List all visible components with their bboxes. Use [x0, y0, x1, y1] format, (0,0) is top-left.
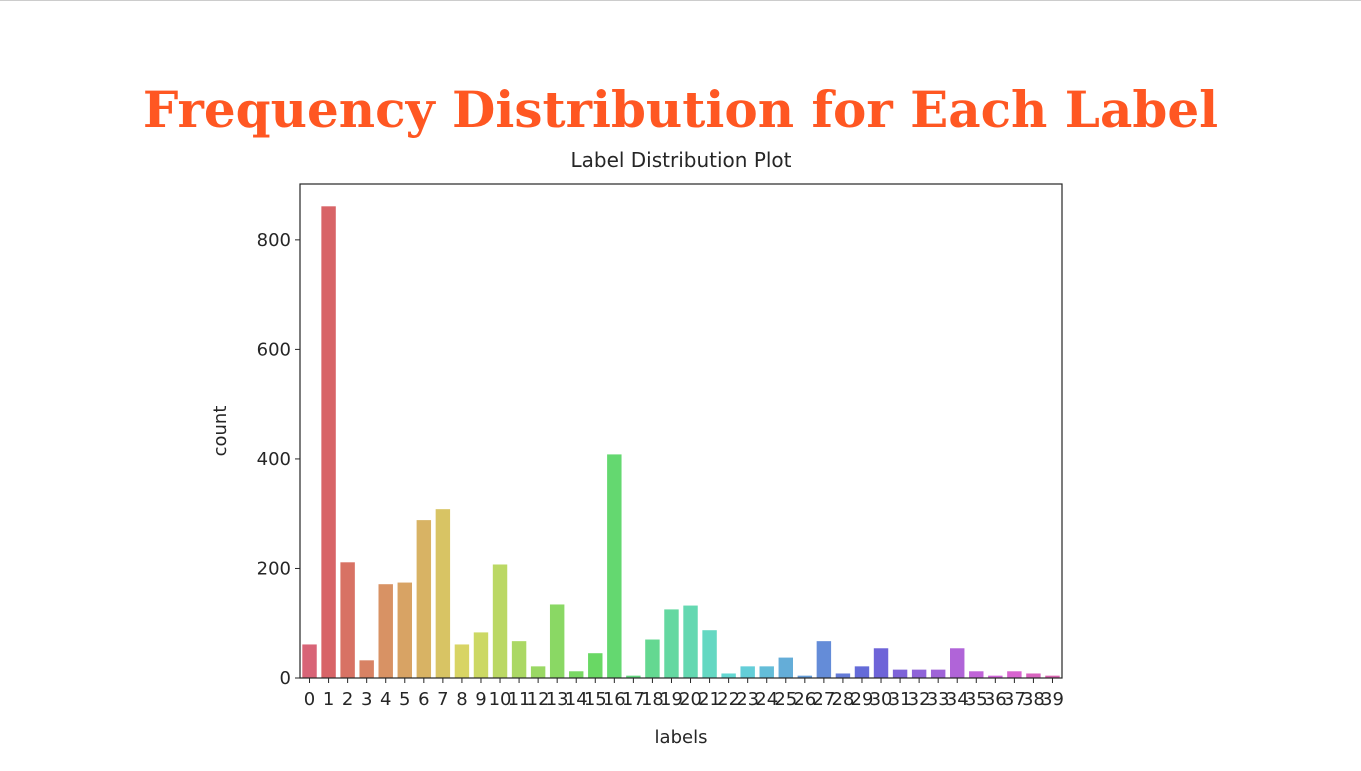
- bar-22: [720, 672, 737, 679]
- bar-13: [549, 603, 566, 679]
- bar-37: [1006, 670, 1023, 679]
- x-tick-label: 34: [946, 689, 969, 710]
- y-tick-label: 800: [257, 230, 291, 251]
- x-tick-label: 1: [323, 689, 334, 710]
- bar-25: [777, 656, 794, 679]
- bar-29: [853, 665, 870, 679]
- x-tick-label: 36: [984, 689, 1007, 710]
- x-tick-label: 14: [565, 689, 588, 710]
- x-tick-label: 12: [527, 689, 550, 710]
- bar-5: [396, 581, 413, 679]
- x-tick-label: 3: [361, 689, 372, 710]
- x-tick-label: 22: [717, 689, 740, 710]
- x-tick-label: 37: [1003, 689, 1026, 710]
- bar-8: [453, 643, 470, 679]
- x-tick-label: 20: [679, 689, 702, 710]
- x-tick-label: 29: [851, 689, 874, 710]
- bar-11: [511, 640, 528, 679]
- bar-23: [739, 665, 756, 679]
- bar-30: [873, 647, 890, 679]
- top-border: [0, 0, 1361, 1]
- x-tick-label: 27: [812, 689, 835, 710]
- bar-3: [358, 659, 375, 679]
- bar-14: [568, 670, 585, 679]
- bar-18: [644, 638, 661, 679]
- bar-19: [663, 608, 680, 679]
- y-tick-label: 0: [280, 668, 291, 689]
- y-tick-label: 400: [257, 449, 291, 470]
- bar-1: [320, 205, 337, 679]
- x-tick-label: 18: [641, 689, 664, 710]
- bar-31: [892, 668, 909, 679]
- bar-24: [758, 665, 775, 679]
- x-tick-label: 39: [1041, 689, 1064, 710]
- banner-title: Frequency Distribution for Each Label: [142, 80, 1219, 139]
- x-tick-label: 25: [774, 689, 797, 710]
- bar-20: [682, 604, 699, 679]
- y-tick-label: 200: [257, 558, 291, 579]
- x-tick-label: 2: [342, 689, 353, 710]
- bar-32: [911, 668, 928, 679]
- x-tick-label: 26: [793, 689, 816, 710]
- x-tick-label: 35: [965, 689, 988, 710]
- x-tick-label: 16: [603, 689, 626, 710]
- y-tick-label: 600: [257, 339, 291, 360]
- plot-frame: [299, 183, 1063, 679]
- chart-title: Label Distribution Plot: [570, 148, 791, 172]
- bar-38: [1025, 672, 1042, 679]
- bar-0: [301, 643, 318, 679]
- x-tick-label: 6: [418, 689, 429, 710]
- x-tick-label: 5: [399, 689, 410, 710]
- bar-2: [339, 561, 356, 679]
- x-tick-label: 15: [584, 689, 607, 710]
- x-tick-label: 17: [622, 689, 645, 710]
- bar-7: [434, 508, 451, 679]
- x-tick-label: 24: [755, 689, 778, 710]
- x-tick-label: 13: [546, 689, 569, 710]
- x-tick-label: 30: [870, 689, 893, 710]
- bar-15: [587, 652, 604, 679]
- x-tick-label: 8: [456, 689, 467, 710]
- bar-6: [415, 519, 432, 679]
- bar-21: [701, 629, 718, 679]
- bar-27: [815, 640, 832, 679]
- x-tick-label: 7: [437, 689, 448, 710]
- x-tick-label: 33: [927, 689, 950, 710]
- x-tick-label: 28: [831, 689, 854, 710]
- x-tick-label: 38: [1022, 689, 1045, 710]
- x-tick-label: 21: [698, 689, 721, 710]
- y-axis-label: count: [210, 406, 231, 457]
- x-tick-label: 32: [908, 689, 931, 710]
- bar-33: [930, 668, 947, 679]
- bar-28: [834, 672, 851, 679]
- x-tick-label: 31: [889, 689, 912, 710]
- x-tick-label: 11: [508, 689, 531, 710]
- x-axis-label: labels: [655, 727, 708, 748]
- bar-9: [472, 631, 489, 679]
- bar-34: [949, 647, 966, 679]
- x-tick-label: 23: [736, 689, 759, 710]
- bar-10: [492, 563, 509, 679]
- bar-4: [377, 583, 394, 679]
- bar-35: [968, 670, 985, 679]
- bar-16: [606, 453, 623, 679]
- x-tick-label: 0: [304, 689, 315, 710]
- x-tick-label: 10: [489, 689, 512, 710]
- x-tick-label: 9: [475, 689, 486, 710]
- x-tick-label: 4: [380, 689, 391, 710]
- x-tick-label: 19: [660, 689, 683, 710]
- bar-12: [530, 665, 547, 679]
